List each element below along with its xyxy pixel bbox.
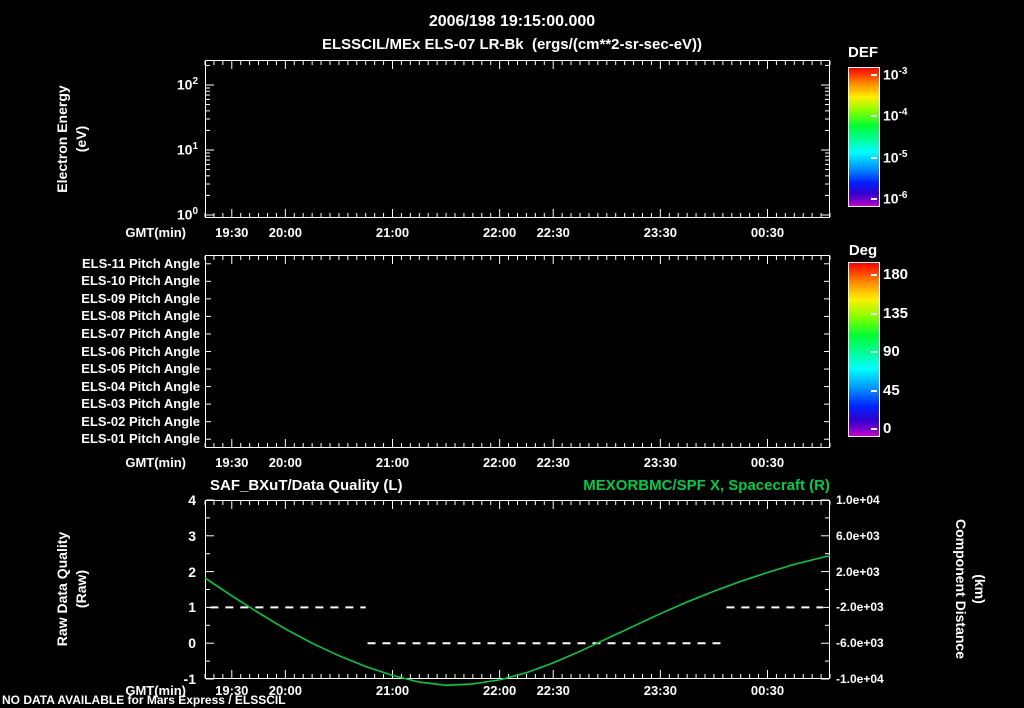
no-data-note: NO DATA AVAILABLE for Mars Express / ELS… <box>2 693 286 707</box>
x-tick-label: 00:30 <box>750 225 785 240</box>
x-tick-label: 20:00 <box>268 225 302 240</box>
colorbar-tick <box>871 351 877 353</box>
pitch-row-label: ELS-04 Pitch Angle <box>81 378 200 394</box>
pitch-row-label: ELS-02 Pitch Angle <box>81 413 200 429</box>
x-tick-label: 22:30 <box>536 683 570 698</box>
quality-tick-label: 0 <box>188 635 196 652</box>
deg-colorbar-title: Deg <box>848 242 878 259</box>
colorbar-tick <box>871 389 877 392</box>
pitch-row-label: ELS-09 Pitch Angle <box>81 290 200 306</box>
def-colorbar-title: DEF <box>848 44 878 61</box>
pitch-angle-panel <box>204 255 831 448</box>
colorbar-tick <box>871 156 877 159</box>
x-tick-label: 22:30 <box>536 225 570 240</box>
x-tick-label: 22:30 <box>536 455 570 470</box>
deg-tick-label: 45 <box>883 381 900 399</box>
quality-distance-panel <box>204 499 831 687</box>
x-tick-label: 19:30 <box>215 225 249 240</box>
plot-instrument-title: ELSSCIL/MEx ELS-07 LR-Bk (ergs/(cm**2-sr… <box>321 36 703 53</box>
quality-axis-units-label: (Raw) <box>73 569 89 609</box>
quality-tick-label: -1 <box>183 671 196 687</box>
x-tick-label: 19:30 <box>215 455 249 470</box>
quality-tick-label: 2 <box>188 563 196 580</box>
x-tick-label: 22:00 <box>483 225 517 240</box>
distance-tick-label: -6.0e+03 <box>836 636 884 651</box>
x-tick-label: 22:00 <box>483 683 517 698</box>
pitch-row-label: ELS-08 Pitch Angle <box>81 308 200 324</box>
gmt-axis-label-1: GMT(min) <box>125 225 186 240</box>
pitch-row-label: ELS-11 Pitch Angle <box>82 255 200 271</box>
rainbow-gradient <box>849 68 879 206</box>
deg-tick-label: 135 <box>883 304 909 322</box>
x-tick-label: 21:00 <box>375 455 410 470</box>
distance-tick-label: -2.0e+03 <box>836 600 884 615</box>
pitch-row-label: ELS-07 Pitch Angle <box>81 325 200 341</box>
colorbar-tick <box>871 312 877 315</box>
quality-tick-label: 3 <box>188 527 196 544</box>
quality-tick-label: 1 <box>188 599 196 616</box>
colorbar-tick <box>871 115 877 118</box>
deg-tick-label: 0 <box>883 420 892 437</box>
x-tick-label: 21:00 <box>375 683 410 698</box>
x-tick-label: 00:30 <box>750 455 785 470</box>
distance-axis-label: Component Distance <box>953 518 969 660</box>
gmt-axis-label-2: GMT(min) <box>125 455 186 470</box>
electron-energy-axis-label: Electron Energy <box>54 85 70 193</box>
x-tick-label: 22:00 <box>483 455 517 470</box>
deg-tick-label: 180 <box>883 266 909 283</box>
plot-date-title: 2006/198 19:15:00.000 <box>428 13 596 30</box>
distance-tick-label: 2.0e+03 <box>836 564 880 579</box>
gmt-axis-label-3: GMT(min) <box>125 683 186 698</box>
energy-tick-label: 100 <box>176 206 198 223</box>
quality-title: SAF_BXuT/Data Quality (L) <box>210 477 403 494</box>
pitch-row-label: ELS-10 Pitch Angle <box>81 273 200 289</box>
def-colorbar <box>848 67 880 207</box>
x-tick-label: 00:30 <box>750 683 785 698</box>
colorbar-tick <box>871 274 877 276</box>
spacecraft-title: MEXORBMC/SPF X, Spacecraft (R) <box>583 477 830 494</box>
energy-tick-label: 101 <box>176 141 198 158</box>
x-tick-label: 23:30 <box>643 683 677 698</box>
x-tick-label: 19:30 <box>215 683 249 698</box>
electron-energy-spectrogram-panel <box>204 60 831 218</box>
def-tick-label: 10-6 <box>883 190 908 207</box>
colorbar-tick <box>871 428 877 430</box>
pitch-row-label: ELS-05 Pitch Angle <box>81 361 200 377</box>
def-tick-label: 10-3 <box>883 66 908 83</box>
x-tick-label: 20:00 <box>268 683 302 698</box>
pitch-row-label: ELS-06 Pitch Angle <box>81 343 200 359</box>
pitch-row-label: ELS-01 Pitch Angle <box>81 431 200 447</box>
colorbar-tick <box>871 198 877 200</box>
x-tick-label: 21:00 <box>375 225 410 240</box>
energy-tick-label: 102 <box>176 76 198 93</box>
def-tick-label: 10-4 <box>883 107 908 124</box>
quality-axis-label: Raw Data Quality <box>54 531 70 647</box>
x-tick-label: 20:00 <box>268 455 302 470</box>
distance-tick-label: 6.0e+03 <box>836 528 880 543</box>
quality-tick-label: 4 <box>188 492 196 508</box>
pitch-row-label: ELS-03 Pitch Angle <box>81 396 200 412</box>
x-tick-label: 23:30 <box>643 225 677 240</box>
deg-colorbar <box>848 262 880 437</box>
x-tick-label: 23:30 <box>643 455 677 470</box>
electron-energy-units-label: (eV) <box>73 125 89 153</box>
distance-axis-units-label: (km) <box>972 574 988 604</box>
deg-tick-label: 90 <box>883 343 900 360</box>
def-tick-label: 10-5 <box>883 148 908 166</box>
rainbow-gradient <box>849 263 879 436</box>
distance-tick-label: 1.0e+04 <box>836 493 880 507</box>
colorbar-tick <box>871 74 877 76</box>
distance-tick-label: -1.0e+04 <box>836 672 884 686</box>
